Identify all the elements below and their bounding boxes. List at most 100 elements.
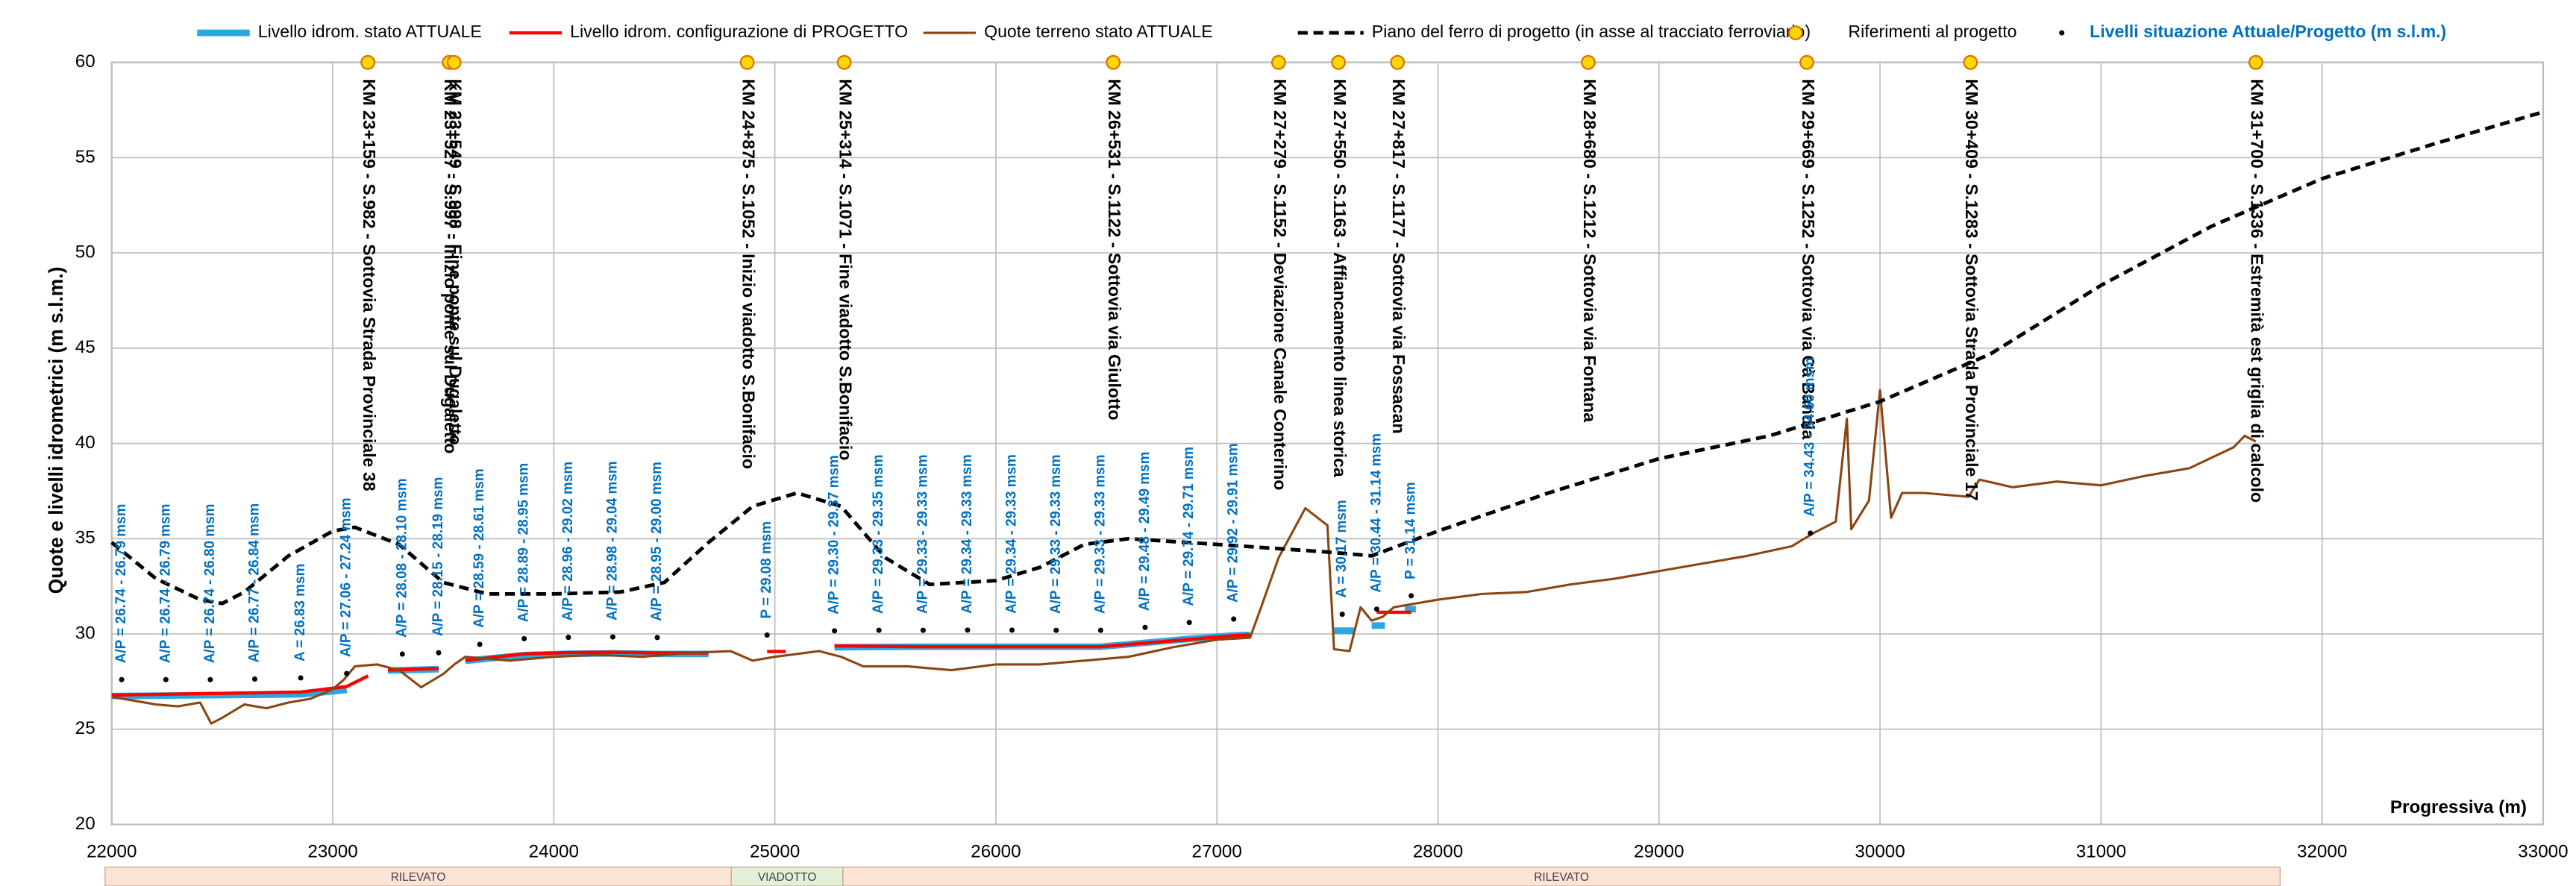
level-point xyxy=(1231,616,1237,622)
y-axis-label: Quote e livelli idrometrici (m s.l.m.) xyxy=(45,267,67,594)
level-label: A/P = 28.15 - 28.19 msm xyxy=(430,477,446,637)
x-tick-label: 22000 xyxy=(87,841,137,861)
reference-label: KM 23+159 - S.982 - Sottovia Strada Prov… xyxy=(360,79,379,491)
band xyxy=(730,867,844,886)
x-axis-label: Progressiva (m) xyxy=(2390,797,2527,817)
level-point xyxy=(876,627,882,633)
x-tick-label: 27000 xyxy=(1192,841,1242,861)
level-label: A/P = 30.44 - 31.14 msm xyxy=(1368,433,1384,593)
x-tick-label: 31000 xyxy=(2076,841,2126,861)
y-tick-label: 30 xyxy=(75,623,95,643)
level-point xyxy=(654,635,660,641)
level-point xyxy=(965,627,971,633)
x-tick-label: 29000 xyxy=(1634,841,1684,861)
x-tick-label: 33000 xyxy=(2518,841,2568,861)
series-line xyxy=(111,389,2257,725)
level-point xyxy=(1009,627,1015,633)
x-tick-label: 23000 xyxy=(307,841,357,861)
level-label: A/P = 29.33 - 29.33 msm xyxy=(1048,454,1064,614)
reference-marker xyxy=(1331,54,1347,70)
series-line xyxy=(111,610,1411,697)
reference-label: KM 25+314 - S.1071 - Fine viadotto S.Bon… xyxy=(836,79,856,461)
level-label: A/P = 26.77 - 26.84 msm xyxy=(246,503,262,663)
level-point xyxy=(1408,593,1414,599)
level-label: A/P = 27.06 - 27.24 msm xyxy=(339,497,354,657)
reference-label: KM 23+549 - S.998 - Fine ponte sul Dugal… xyxy=(446,79,466,445)
legend-label: Quote terreno stato ATTUALE xyxy=(984,22,1213,41)
legend-swatch xyxy=(2059,30,2065,36)
reference-label: KM 27+817 - S.1177 - Sottovia via Fossac… xyxy=(1389,79,1408,434)
reference-marker xyxy=(1799,54,1814,70)
level-label: A/P = 29.33 - 29.35 msm xyxy=(871,454,886,614)
x-tick-label: 30000 xyxy=(1855,841,1905,861)
reference-marker xyxy=(1270,54,1286,70)
series-line xyxy=(110,110,2544,606)
level-label: A/P = 26.74 - 26.80 msm xyxy=(202,504,218,664)
level-label: A/P = 28.08 - 28.10 msm xyxy=(394,478,410,638)
level-point xyxy=(436,650,442,656)
level-point xyxy=(1142,624,1148,630)
level-label: A/P = 28.98 - 29.04 msm xyxy=(604,461,620,620)
level-label: A/P = 29.30 - 29.37 msm xyxy=(827,455,842,615)
reference-label: KM 24+875 - S.1052 - Inizio viadotto S.B… xyxy=(739,79,758,469)
level-label: A/P = 28.59 - 28.61 msm xyxy=(471,468,487,628)
y-tick-label: 60 xyxy=(75,51,95,72)
level-point xyxy=(1339,612,1345,618)
reference-marker xyxy=(1963,54,1978,70)
band xyxy=(842,867,2281,886)
reference-label: KM 26+531 - S.1122 - Sottovia via Giulot… xyxy=(1105,79,1124,421)
level-label: A = 30.17 msm xyxy=(1334,500,1350,597)
band-label: RILEVATO xyxy=(1534,871,1589,884)
level-label: A/P = 28.95 - 29.00 msm xyxy=(649,462,665,621)
series-marks: KM 23+159 - S.982 - Sottovia Strada Prov… xyxy=(113,54,2267,682)
level-point xyxy=(764,632,770,638)
reference-label: KM 29+669 - S.1252 - Sottovia via Cà Ban… xyxy=(1799,79,1818,440)
level-label: A/P = 29.33 - 29.33 msm xyxy=(915,454,930,614)
y-tick-label: 35 xyxy=(75,528,95,548)
legend: Livello idrom. stato ATTUALE Livello idro… xyxy=(197,22,2446,41)
reference-label: KM 31+700 - S.1336 - Estremità est grigl… xyxy=(2248,79,2267,503)
reference-marker xyxy=(360,54,376,70)
level-point xyxy=(1097,627,1103,633)
bands: RILEVATO VIADOTTO RILEVATO xyxy=(104,867,2281,886)
x-tick-label: 26000 xyxy=(971,841,1021,861)
y-tick-label: 55 xyxy=(75,147,95,167)
level-label: A = 26.83 msm xyxy=(292,564,308,662)
reference-marker xyxy=(1106,54,1121,70)
level-point xyxy=(565,635,571,641)
y-tick-label: 45 xyxy=(75,337,95,357)
level-point xyxy=(609,634,615,640)
level-label: A/P = 29.92 - 29.91 msm xyxy=(1226,443,1241,603)
legend-swatch xyxy=(1788,25,1803,40)
level-point xyxy=(1373,606,1379,612)
level-label: A/P = 29.48 - 29.49 msm xyxy=(1137,452,1153,612)
band-label: RILEVATO xyxy=(391,871,446,884)
x-tick-label: 25000 xyxy=(750,841,800,861)
y-tick-label: 50 xyxy=(75,242,95,263)
level-point xyxy=(207,676,213,682)
level-label: A/P = 26.74 - 26.79 msm xyxy=(113,504,129,664)
level-label: P = 29.08 msm xyxy=(759,521,774,619)
level-point xyxy=(119,676,125,682)
level-label: P = 31.14 msm xyxy=(1403,482,1419,579)
level-point xyxy=(1186,620,1192,626)
y-tick-label: 40 xyxy=(75,433,95,453)
level-label: A/P = 26.74 - 26.79 msm xyxy=(157,504,173,664)
legend-label: Piano del ferro di progetto (in asse al … xyxy=(1372,22,1811,41)
reference-label: KM 23+527 - S.997 - Inizio ponte sul Dug… xyxy=(441,79,460,454)
level-label: A/P = 28.89 - 28.95 msm xyxy=(516,463,532,623)
grid: 20 25 30 35 40 45 50 55 60 22000 23000 24000 25000 26… xyxy=(75,51,2569,861)
reference-marker xyxy=(836,54,852,70)
reference-marker xyxy=(446,54,462,70)
level-label: A/P = 29.33 - 29.33 msm xyxy=(1092,454,1108,614)
level-point xyxy=(251,676,257,682)
legend-label: Livello idrom. configurazione di PROGETT… xyxy=(570,22,908,41)
series-lines xyxy=(110,110,2544,725)
level-point xyxy=(298,675,304,681)
level-point xyxy=(1808,530,1814,536)
level-point xyxy=(163,676,169,682)
y-tick-label: 20 xyxy=(75,814,95,834)
level-label: A/P = 29.34 - 29.33 msm xyxy=(959,454,975,614)
legend-label: Livello idrom. stato ATTUALE xyxy=(258,22,482,41)
